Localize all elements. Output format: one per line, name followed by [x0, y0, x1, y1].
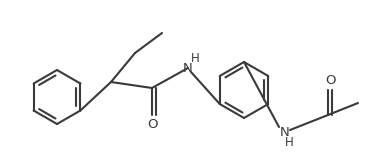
- Text: O: O: [325, 75, 335, 87]
- Text: N: N: [280, 127, 290, 139]
- Text: H: H: [285, 137, 293, 150]
- Text: H: H: [191, 52, 199, 65]
- Text: O: O: [148, 118, 158, 132]
- Text: N: N: [183, 62, 193, 75]
